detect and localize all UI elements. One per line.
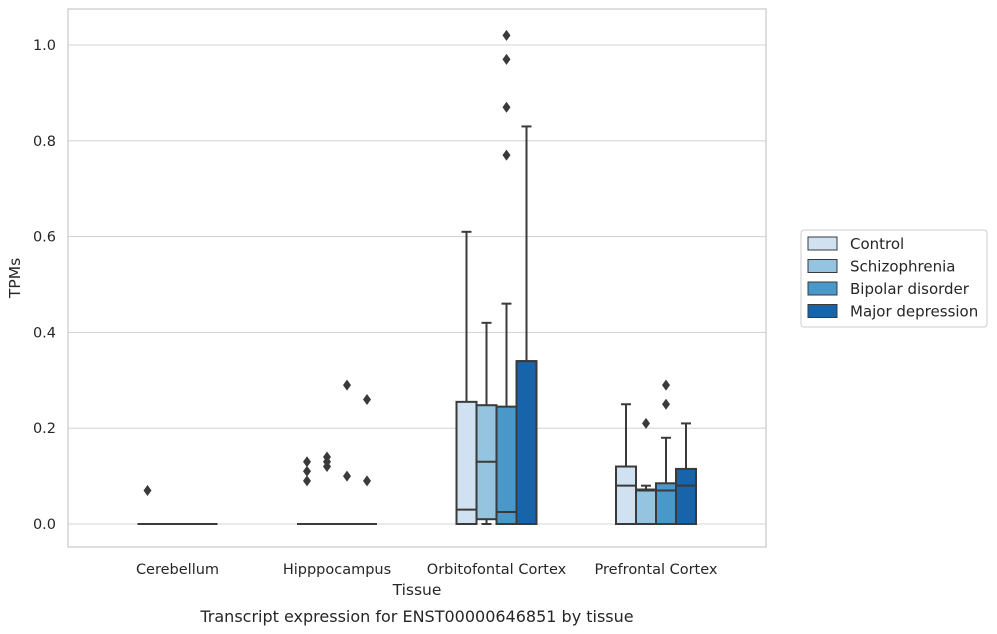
iqr-box xyxy=(455,400,478,526)
legend-frame xyxy=(800,229,988,328)
y-tick-label: 0.4 xyxy=(33,325,56,341)
outlier-point xyxy=(303,456,311,468)
iqr-box xyxy=(615,465,637,525)
iqr-box xyxy=(635,488,657,525)
outlier-point xyxy=(303,465,311,477)
box-schizophrenia xyxy=(317,451,337,525)
outlier-point xyxy=(502,101,511,113)
box-bipolar-disorder xyxy=(337,379,357,525)
outlier-point xyxy=(662,379,670,391)
box-major-depression xyxy=(515,125,538,526)
outlier-point xyxy=(323,451,331,463)
y-axis-label: TPMs xyxy=(6,258,24,299)
gridlines xyxy=(68,44,766,525)
iqr-box xyxy=(495,405,518,525)
legend-swatch xyxy=(807,281,838,296)
box-major-depression xyxy=(357,393,377,525)
outlier-point xyxy=(502,149,511,161)
y-tick-label: 0.2 xyxy=(33,421,56,437)
iqr-box xyxy=(675,467,697,526)
box-control xyxy=(297,456,317,525)
box-control xyxy=(455,230,478,526)
legend-swatch xyxy=(807,236,838,251)
x-tick-label: Orbitofontal Cortex xyxy=(427,562,567,578)
outlier-point xyxy=(143,484,152,496)
legend-swatch xyxy=(807,304,838,318)
outlier-point xyxy=(303,475,311,487)
y-tick-label: 0.6 xyxy=(33,230,56,246)
x-tick-label: Prefrontal Cortex xyxy=(595,562,718,578)
iqr-box xyxy=(515,360,538,526)
y-tick-label: 0.0 xyxy=(33,517,56,533)
boxes xyxy=(137,29,697,526)
box-control xyxy=(615,403,637,525)
outlier-point xyxy=(363,475,371,487)
y-axis-ticks: 0.0 0.2 0.4 0.6 0.8 1.0 xyxy=(33,38,56,533)
iqr-box xyxy=(655,482,677,526)
outlier-point xyxy=(642,417,650,429)
chart-caption: Transcript expression for ENST0000064685… xyxy=(199,607,633,626)
box-control xyxy=(137,484,158,525)
legend-label: Control xyxy=(850,235,904,253)
outlier-point xyxy=(502,29,511,41)
y-tick-label: 1.0 xyxy=(33,38,56,54)
legend-label: Schizophrenia xyxy=(850,258,955,276)
box-major-depression xyxy=(675,422,697,526)
x-axis-label: Tissue xyxy=(392,581,442,599)
legend-swatch xyxy=(807,259,838,273)
legend: Control Schizophrenia Bipolar disorder Majo… xyxy=(800,229,988,328)
box-schizophrenia xyxy=(475,321,498,525)
box-bipolar-disorder xyxy=(655,379,677,526)
y-tick-label: 0.8 xyxy=(33,134,56,150)
outlier-point xyxy=(662,398,670,410)
x-axis-ticks: Cerebellum Hipppocampus Orbitofontal Corte… xyxy=(136,562,718,578)
plot-frame xyxy=(67,8,767,548)
outlier-point xyxy=(363,393,371,405)
outlier-point xyxy=(502,53,511,65)
outlier-point xyxy=(343,379,351,391)
legend-label: Major depression xyxy=(850,303,978,321)
legend-label: Bipolar disorder xyxy=(850,280,970,298)
outlier-point xyxy=(343,470,351,482)
box-schizophrenia xyxy=(635,417,657,525)
box-bipolar-disorder xyxy=(495,29,518,525)
x-tick-label: Cerebellum xyxy=(136,562,219,578)
x-tick-label: Hipppocampus xyxy=(283,562,391,578)
